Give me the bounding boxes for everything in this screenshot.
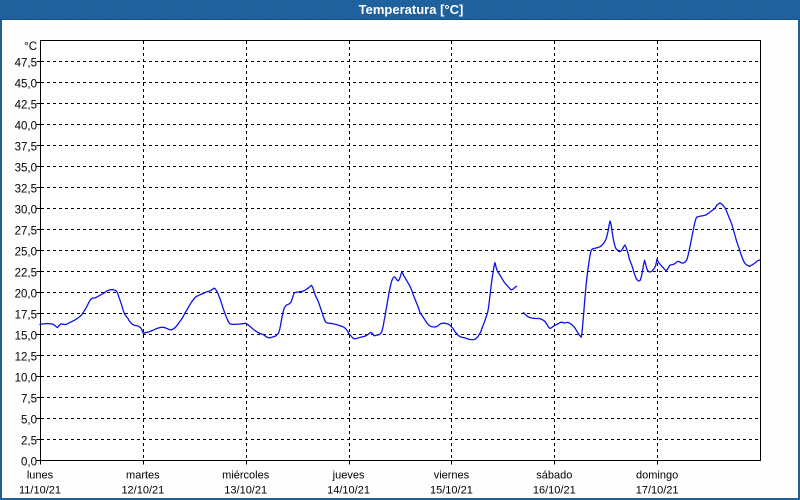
svg-text:15,0: 15,0 [15, 331, 37, 343]
svg-text:32,5: 32,5 [15, 184, 37, 196]
svg-text:2,5: 2,5 [21, 436, 37, 448]
svg-text:miércoles: miércoles [222, 470, 270, 482]
svg-text:lunes: lunes [27, 470, 54, 482]
svg-text:17/10/21: 17/10/21 [636, 485, 679, 497]
svg-text:sábado: sábado [536, 470, 572, 482]
svg-text:5,0: 5,0 [21, 415, 37, 427]
svg-text:0,0: 0,0 [21, 457, 37, 469]
svg-text:40,0: 40,0 [15, 121, 37, 133]
svg-text:45,0: 45,0 [15, 79, 37, 91]
svg-text:30,0: 30,0 [15, 205, 37, 217]
svg-text:10,0: 10,0 [15, 373, 37, 385]
svg-text:22,5: 22,5 [15, 268, 37, 280]
svg-text:27,5: 27,5 [15, 226, 37, 238]
svg-text:35,0: 35,0 [15, 163, 37, 175]
svg-text:15/10/21: 15/10/21 [430, 485, 473, 497]
svg-text:16/10/21: 16/10/21 [533, 485, 576, 497]
svg-text:12,5: 12,5 [15, 352, 37, 364]
svg-text:47,5: 47,5 [15, 58, 37, 70]
svg-text:11/10/21: 11/10/21 [19, 485, 61, 497]
svg-text:jueves: jueves [332, 470, 365, 482]
svg-text:7,5: 7,5 [21, 394, 37, 406]
svg-text:20,0: 20,0 [15, 289, 37, 301]
svg-text:domingo: domingo [636, 470, 678, 482]
svg-text:13/10/21: 13/10/21 [224, 485, 267, 497]
svg-text:12/10/21: 12/10/21 [121, 485, 164, 497]
svg-text:37,5: 37,5 [15, 142, 37, 154]
svg-text:25,0: 25,0 [15, 247, 37, 259]
svg-text:martes: martes [126, 470, 160, 482]
svg-text:°C: °C [24, 41, 37, 53]
svg-text:14/10/21: 14/10/21 [327, 485, 370, 497]
svg-text:viernes: viernes [434, 470, 470, 482]
svg-text:42,5: 42,5 [15, 100, 37, 112]
svg-text:17,5: 17,5 [15, 310, 37, 322]
